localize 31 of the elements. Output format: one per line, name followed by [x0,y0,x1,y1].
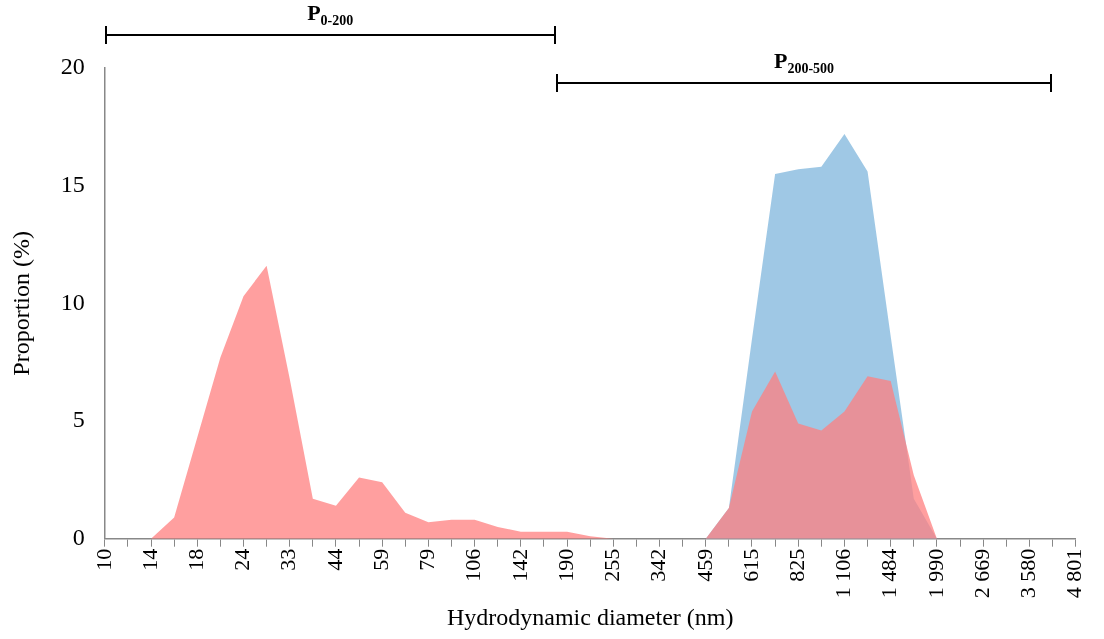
text: P$_{0-200}$ [307,0,354,30]
x-tick-label: 18 [183,548,209,571]
y-tick-label: 20 [60,53,85,80]
x-tick-label: 825 [784,548,810,582]
x-tick-label: 33 [275,548,301,571]
x-tick-label: 10 [90,548,116,571]
x-tick-label: 59 [367,548,393,571]
x-tick-label: 2 669 [968,548,994,599]
x-tick-label: 14 [136,548,162,571]
x-tick-label: 1 990 [922,548,948,599]
x-tick-label: 142 [506,548,532,582]
y-tick-label: 10 [60,288,85,315]
y-axis-title: Proportion (%) [7,231,34,376]
x-axis-title: Hydrodynamic diameter (nm) [446,603,734,630]
x-tick-label: 24 [229,548,255,571]
y-tick-label: 0 [72,524,85,550]
y-tick-label: 15 [60,170,85,197]
x-tick-label: 615 [737,548,763,582]
x-tick-label: 3 580 [1015,548,1041,599]
annotation: P$_{200-500}$ [774,48,835,78]
x-tick-label: 1 106 [830,548,856,599]
x-tick-label: 4 801 [1061,548,1087,599]
x-tick-label: 44 [321,548,347,571]
y-tick-label: 5 [72,406,85,433]
x-tick-label: 1 484 [876,548,902,599]
x-tick-label: 342 [645,548,671,582]
x-tick-label: 255 [599,548,625,582]
x-tick-label: 106 [460,548,486,582]
x-tick-label: 190 [552,548,578,582]
x-tick-label: 459 [691,548,717,582]
x-tick-label: 79 [414,548,440,571]
